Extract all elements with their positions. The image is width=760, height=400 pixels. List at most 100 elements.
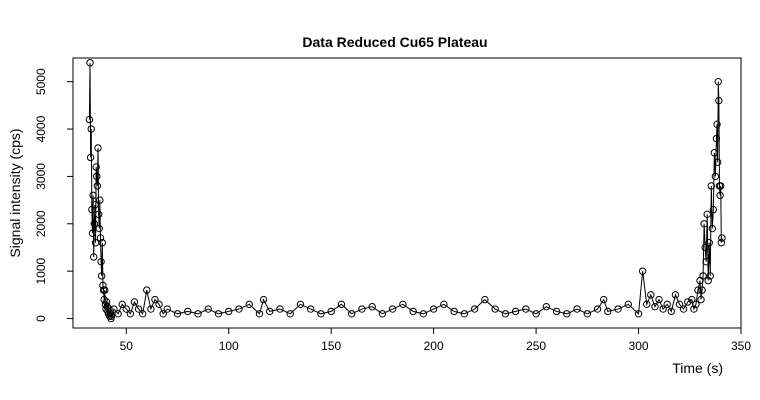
data-point xyxy=(91,201,99,209)
data-point xyxy=(717,239,726,247)
data-point xyxy=(713,158,722,166)
data-point xyxy=(710,149,719,157)
x-axis-label: Time (s) xyxy=(672,360,723,376)
data-point xyxy=(388,305,397,313)
data-point xyxy=(709,205,718,214)
data-point xyxy=(126,310,135,318)
data-point xyxy=(103,302,111,311)
data-point xyxy=(99,281,107,290)
data-point xyxy=(714,77,722,86)
data-point xyxy=(704,276,712,285)
data-point xyxy=(255,310,264,318)
data-point xyxy=(368,302,376,311)
data-point xyxy=(671,291,680,299)
data-point xyxy=(713,120,721,129)
series-line xyxy=(88,62,723,319)
data-point xyxy=(98,239,107,247)
data-point xyxy=(286,310,294,318)
data-point xyxy=(600,295,608,304)
data-point xyxy=(90,220,99,228)
data-point xyxy=(702,257,710,266)
data-point xyxy=(679,305,688,313)
data-point xyxy=(634,310,643,318)
data-point xyxy=(358,305,366,313)
data-point xyxy=(655,295,663,304)
data-point xyxy=(716,191,724,200)
x-tick-label: 250 xyxy=(526,339,546,353)
data-point xyxy=(647,291,655,299)
data-point xyxy=(194,310,202,318)
data-point xyxy=(703,210,711,219)
data-point xyxy=(552,307,561,316)
data-point xyxy=(317,310,325,318)
data-point xyxy=(88,229,97,237)
data-point xyxy=(90,253,98,261)
data-point xyxy=(85,115,94,124)
data-point xyxy=(675,300,684,309)
series-points xyxy=(85,59,726,323)
data-point xyxy=(712,134,721,143)
y-tick-label: 3000 xyxy=(34,163,48,190)
data-point xyxy=(93,182,102,190)
data-point xyxy=(101,286,109,294)
data-point xyxy=(143,286,151,294)
data-point xyxy=(700,220,708,228)
data-point xyxy=(259,295,268,304)
data-point xyxy=(235,305,243,313)
data-point xyxy=(138,310,147,318)
data-point xyxy=(593,305,602,313)
data-point xyxy=(105,305,113,313)
x-tick-label: 100 xyxy=(219,339,239,353)
data-point xyxy=(501,310,510,318)
x-tick-label: 300 xyxy=(629,339,649,353)
data-point xyxy=(419,310,428,318)
data-point xyxy=(491,305,499,313)
data-point xyxy=(624,300,632,309)
data-point xyxy=(697,295,705,304)
data-point xyxy=(110,305,118,313)
data-point xyxy=(94,144,102,152)
data-point xyxy=(102,298,111,306)
x-tick-label: 150 xyxy=(321,339,341,353)
x-tick-label: 350 xyxy=(731,339,751,353)
data-point xyxy=(151,295,159,304)
data-point xyxy=(694,286,702,294)
y-tick-label: 4000 xyxy=(34,115,48,142)
data-point xyxy=(94,210,103,219)
data-point xyxy=(708,224,717,233)
data-point xyxy=(327,307,335,316)
x-tick-label: 50 xyxy=(120,339,134,353)
y-tick-label: 0 xyxy=(34,315,48,322)
data-point xyxy=(89,191,97,200)
data-point xyxy=(347,310,356,318)
data-point xyxy=(718,234,726,242)
data-point xyxy=(100,295,108,304)
data-point xyxy=(97,257,105,266)
data-point xyxy=(95,224,103,233)
data-point xyxy=(87,125,95,133)
y-tick-label: 5000 xyxy=(34,68,48,95)
data-point xyxy=(667,307,676,316)
data-point xyxy=(337,300,346,309)
data-point xyxy=(147,305,155,313)
data-point xyxy=(604,307,612,316)
data-point xyxy=(692,300,700,309)
data-point xyxy=(276,305,284,313)
data-point xyxy=(96,196,104,204)
data-point xyxy=(511,307,520,316)
x-tick-label: 200 xyxy=(424,339,444,353)
data-point xyxy=(266,307,274,316)
x-axis: 50 100 150 200 250 300 350 xyxy=(120,327,751,353)
data-point xyxy=(118,300,126,309)
y-axis: 0 1000 2000 3000 4000 5000 xyxy=(34,68,74,322)
data-point xyxy=(522,305,530,313)
data-point xyxy=(92,163,100,171)
data-point xyxy=(130,298,139,306)
data-point xyxy=(306,305,315,313)
data-point xyxy=(86,59,94,67)
data-point xyxy=(614,305,622,313)
data-point xyxy=(698,286,706,294)
data-point xyxy=(96,234,105,242)
data-point xyxy=(97,272,106,280)
